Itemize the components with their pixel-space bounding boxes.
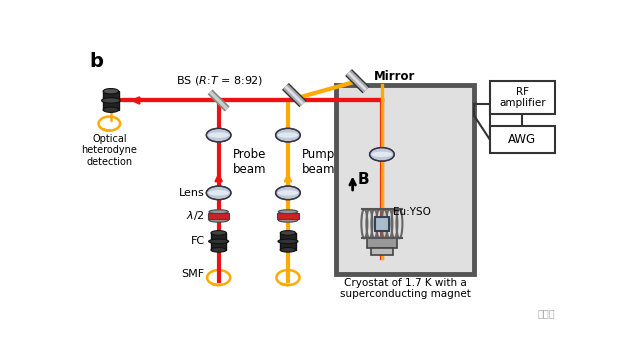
Ellipse shape <box>209 239 228 244</box>
Bar <box>375 217 389 231</box>
Ellipse shape <box>211 231 227 235</box>
Text: Optical
heterodyne
detection: Optical heterodyne detection <box>81 134 137 167</box>
Text: Cryostat of 1.7 K with a
superconducting magnet: Cryostat of 1.7 K with a superconducting… <box>340 278 470 299</box>
Text: Probe
beam: Probe beam <box>232 148 266 176</box>
Text: Lens: Lens <box>179 188 205 198</box>
Ellipse shape <box>278 190 298 196</box>
Text: SMF: SMF <box>182 269 205 279</box>
Ellipse shape <box>369 148 394 161</box>
Ellipse shape <box>208 132 229 138</box>
Bar <box>103 91 118 110</box>
Ellipse shape <box>211 247 227 252</box>
Bar <box>208 213 230 219</box>
Bar <box>336 85 474 274</box>
Ellipse shape <box>103 107 118 112</box>
Ellipse shape <box>103 89 118 94</box>
Text: 量子位: 量子位 <box>538 308 555 318</box>
Text: Pump
beam: Pump beam <box>302 148 335 176</box>
Ellipse shape <box>276 186 300 200</box>
Text: BS ($R$:$T$ = 8:92): BS ($R$:$T$ = 8:92) <box>177 74 264 87</box>
Bar <box>490 126 555 153</box>
Ellipse shape <box>280 247 296 252</box>
Text: Mirror: Mirror <box>374 70 415 83</box>
Text: b: b <box>90 52 103 71</box>
Bar <box>280 233 296 250</box>
Bar <box>367 238 397 247</box>
Bar <box>490 81 555 114</box>
Ellipse shape <box>278 239 298 244</box>
Bar <box>211 233 227 250</box>
Bar <box>371 247 393 255</box>
Ellipse shape <box>276 129 300 142</box>
Ellipse shape <box>102 98 120 103</box>
Text: B: B <box>357 172 369 187</box>
Ellipse shape <box>371 152 392 157</box>
Bar <box>277 213 299 219</box>
Ellipse shape <box>206 186 231 200</box>
Text: $\lambda$/2: $\lambda$/2 <box>186 209 205 222</box>
Text: AWG: AWG <box>508 133 536 146</box>
Ellipse shape <box>278 218 298 222</box>
Ellipse shape <box>208 190 229 196</box>
Ellipse shape <box>209 218 228 222</box>
Ellipse shape <box>209 210 228 214</box>
Ellipse shape <box>206 129 231 142</box>
Ellipse shape <box>278 210 298 214</box>
Ellipse shape <box>278 132 298 138</box>
Text: Eu:YSO: Eu:YSO <box>393 207 431 217</box>
Ellipse shape <box>280 231 296 235</box>
Text: RF
amplifier: RF amplifier <box>499 87 546 108</box>
Text: FC: FC <box>191 236 205 246</box>
